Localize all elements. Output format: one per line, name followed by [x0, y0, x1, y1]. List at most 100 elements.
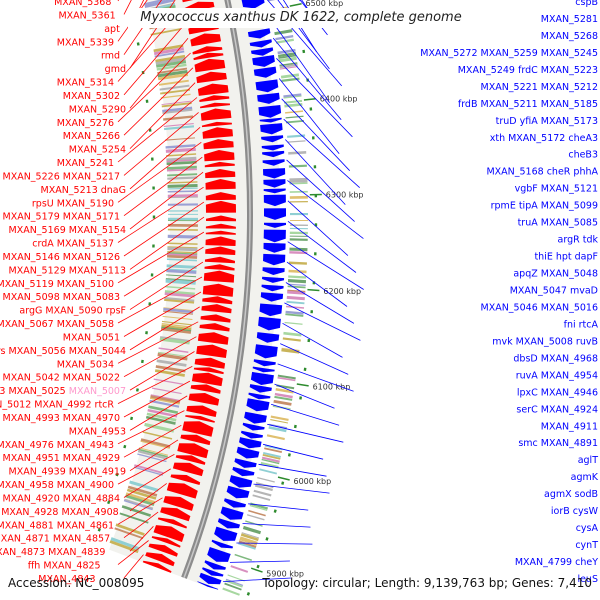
reverse-strand-gene-arrow	[166, 482, 198, 499]
gene-label-connector	[270, 403, 340, 426]
left-gene-label: MXAN_5051	[63, 333, 120, 344]
cog-category-streak	[159, 84, 190, 91]
cog-category-streak	[156, 63, 187, 71]
cog-category-streak	[158, 79, 189, 86]
right-gene-label: MXAN_5272 MXAN_5259 MXAN_5245	[420, 48, 598, 59]
cog-category-streak	[164, 292, 195, 298]
right-gene-label: vgbF MXAN_5121	[515, 184, 598, 195]
right-gene-label: cysA	[576, 523, 599, 534]
forward-strand-gene-arrow	[244, 411, 267, 424]
gene-label-connector	[253, 483, 330, 494]
reverse-strand-gene-arrow	[145, 552, 175, 567]
cog-category-streak	[165, 279, 196, 284]
reverse-strand-gene-arrow	[199, 323, 230, 332]
left-gene-label: MXAN_4994 MXAN_4976 MXAN_4943	[0, 440, 114, 451]
gene-label-connector	[117, 97, 198, 163]
forward-strand-gene-arrow	[263, 229, 286, 243]
cog-category-streak	[164, 290, 195, 296]
forward-strand-gene-arrow	[226, 485, 250, 499]
cog-category-streak	[281, 348, 300, 354]
cog-category-streak	[159, 336, 190, 343]
right-gene-label: MXAN_5221 MXAN_5212	[481, 82, 599, 93]
cog-category-streak	[167, 173, 198, 177]
left-gene-label: MXAN_5026 MXAN_4993 MXAN_4970	[0, 413, 120, 424]
cog-category-streak	[165, 278, 196, 282]
left-gene-label: MXAN_5042 MXAN_5022	[3, 373, 121, 384]
cog-category-streak	[222, 587, 240, 596]
reverse-strand-gene-arrow	[197, 83, 229, 96]
reverse-strand-gene-arrow	[180, 434, 211, 446]
cog-category-streak	[285, 115, 304, 119]
gene-label-connector	[248, 503, 309, 511]
gene-label-connector	[287, 200, 349, 256]
cog-category-streak	[150, 28, 181, 36]
cog-category-streak	[164, 298, 195, 304]
kbp-tick-label: 6200 kbp	[323, 287, 361, 296]
reverse-strand-gene-arrow	[199, 95, 230, 102]
reverse-strand-gene-arrow	[194, 357, 226, 369]
gene-label-connector	[123, 554, 144, 579]
forward-strand-gene-arrow	[253, 66, 277, 78]
cog-category-streak	[279, 63, 298, 69]
left-gene-label: MXAN_5146 MXAN_5126	[3, 252, 121, 263]
forward-strand-gene-arrow	[234, 458, 257, 468]
right-gene-label: leuS	[577, 574, 598, 585]
reverse-strand-gene-arrow	[205, 179, 236, 190]
right-gene-label: MXAN_5249 frdC MXAN_5223	[458, 65, 598, 76]
cog-category-streak	[166, 258, 197, 262]
kbp-tick-label: 6000 kbp	[294, 477, 332, 486]
left-gene-label: argG MXAN_5090 rpsF	[19, 306, 126, 317]
cog-category-streak	[287, 283, 306, 286]
right-gene-label: aglT	[578, 455, 598, 466]
map-title: Myxococcus xanthus DK 1622, complete gen…	[128, 8, 474, 28]
left-gene-label: MXAN_5129 MXAN_5113	[9, 265, 127, 276]
left-gene-label: MXAN_4899 MXAN_4871 MXAN_4857	[0, 534, 110, 545]
left-gene-label: rpsU MXAN_5190	[32, 198, 114, 209]
cog-category-streak	[119, 512, 149, 524]
cog-category-streak	[167, 247, 198, 252]
right-gene-label: MXAN_5281	[541, 14, 598, 25]
cog-category-streak	[238, 540, 257, 549]
kbp-tick-label: 6100 kbp	[313, 383, 351, 392]
cog-category-streak	[165, 137, 195, 141]
gene-label-connector	[301, 0, 315, 19]
cog-category-streak	[149, 399, 180, 408]
kbp-tick-mark	[303, 97, 316, 101]
cog-category-streak	[274, 395, 293, 401]
gene-label-connector	[129, 351, 195, 391]
cog-category-streak	[153, 44, 184, 53]
cog-category-streak	[164, 296, 195, 302]
left-gene-label: MXAN_5169 MXAN_5154	[9, 225, 127, 236]
right-gene-label: MXAN_5046 MXAN_5016	[481, 303, 599, 314]
reverse-strand-gene-arrow	[205, 223, 236, 229]
right-gene-label: cheB3	[568, 150, 598, 161]
gene-label-connector	[129, 126, 201, 190]
forward-strand-gene-arrow	[262, 267, 285, 275]
reverse-strand-gene-arrow	[194, 58, 226, 73]
cog-category-streak	[167, 176, 198, 180]
forward-strand-gene-arrow	[220, 506, 244, 520]
right-gene-label: MXAN_5168 cheR phhA	[486, 167, 598, 178]
forward-strand-gene-arrow	[239, 437, 262, 449]
gene-label-connector	[263, 443, 324, 460]
gene-label-connector	[129, 38, 189, 109]
cog-category-streak	[257, 476, 275, 483]
cog-category-streak	[289, 182, 308, 185]
reverse-strand-gene-arrow	[170, 474, 201, 485]
cog-category-streak	[287, 290, 306, 295]
reverse-strand-gene-arrow	[204, 161, 235, 168]
kbp-tick-mark	[250, 567, 263, 573]
forward-strand-gene-arrow	[256, 332, 280, 343]
forward-strand-gene-arrow	[258, 105, 282, 118]
cog-category-streak	[283, 95, 302, 99]
cog-category-streak	[261, 456, 280, 463]
right-gene-label: apqZ MXAN_5048	[513, 269, 598, 280]
gene-label-connector	[129, 306, 200, 351]
cog-category-streak	[274, 392, 293, 399]
cog-category-streak	[110, 537, 140, 551]
forward-strand-gene-arrow	[249, 39, 272, 48]
cog-category-streak	[140, 438, 171, 449]
cog-category-streak	[225, 578, 244, 587]
reverse-strand-gene-arrow	[186, 405, 217, 417]
left-gene-label: MXAN_5368	[54, 0, 111, 8]
